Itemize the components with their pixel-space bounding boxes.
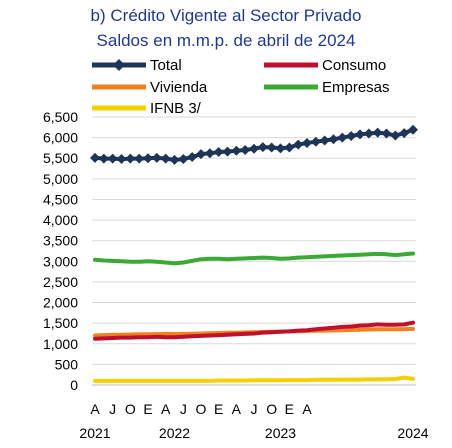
data-point-total (134, 153, 145, 164)
data-point-total (196, 149, 206, 160)
data-point-total (249, 143, 259, 154)
x-tick-label: O (125, 401, 136, 417)
data-point-total (408, 124, 418, 135)
y-tick-label: 5,500 (43, 150, 78, 166)
series-layer (90, 124, 418, 383)
legend-swatch-ifnb (92, 105, 146, 111)
legend-swatch-consumo (264, 62, 318, 68)
data-point-total (240, 144, 251, 155)
x-tick-label: E (143, 401, 152, 417)
data-point-total (257, 142, 268, 153)
year-label: 2022 (159, 425, 190, 441)
y-tick-label: 4,500 (43, 191, 78, 207)
data-point-total (222, 146, 233, 157)
year-label: 2024 (397, 425, 428, 441)
year-label: 2021 (79, 425, 110, 441)
chart-subtitle: Saldos en m.m.p. de abril de 2024 (96, 31, 356, 50)
legend-label-ifnb: IFNB 3/ (150, 99, 201, 117)
y-tick-label: 4,000 (43, 212, 78, 228)
legend-label-consumo: Consumo (322, 56, 387, 74)
series-line-consumo (93, 320, 415, 341)
data-point-total (231, 145, 242, 156)
y-tick-label: 6,000 (43, 130, 78, 146)
data-point-total (98, 153, 109, 164)
data-point-total (275, 143, 286, 154)
x-tick-label: O (266, 401, 277, 417)
data-point-total (116, 154, 127, 165)
data-point-total (213, 147, 224, 158)
data-point-total (125, 153, 136, 164)
data-point-total (160, 153, 171, 164)
axis-layer: 0 500 1,000 1,500 2,000 2,500 3,000 3,500 4,000 4… (43, 109, 429, 441)
data-point-total (293, 139, 304, 150)
y-tick-label: 5,000 (43, 171, 78, 187)
data-point-total (151, 152, 162, 163)
data-point-total (328, 134, 339, 145)
legend-item-total: Total (92, 56, 182, 74)
legend-item-ifnb: IFNB 3/ (92, 99, 201, 117)
legend-swatch-empresas (264, 84, 318, 90)
data-point-total (90, 152, 100, 163)
data-point-total (372, 127, 383, 138)
data-point-total (355, 129, 365, 140)
data-point-total (178, 154, 189, 165)
data-point-total (390, 130, 401, 141)
series-line-empresas (93, 251, 415, 266)
data-point-total (363, 128, 374, 139)
legend-swatch-total (92, 59, 146, 71)
data-point-total (399, 128, 410, 139)
x-tick-label: O (196, 401, 207, 417)
y-tick-label: 1,000 (43, 336, 78, 352)
data-point-total (319, 135, 330, 146)
y-tick-label: 500 (55, 356, 79, 372)
series-line-ifnb-3 (93, 375, 415, 383)
y-tick-label: 2,000 (43, 295, 78, 311)
chart-title: b) Crédito Vigente al Sector Privado (90, 6, 362, 25)
y-tick-label: 2,500 (43, 274, 78, 290)
legend-swatch-vivienda (92, 84, 146, 90)
data-point-total (337, 132, 348, 143)
data-point-total (284, 142, 295, 153)
data-point-total (143, 153, 153, 164)
y-tick-label: 3,500 (43, 233, 78, 249)
data-point-total (310, 136, 321, 147)
x-tick-label: A (302, 401, 312, 417)
data-point-total (169, 154, 180, 165)
data-point-total (346, 130, 357, 141)
data-point-total (302, 137, 312, 148)
data-point-total (381, 128, 392, 139)
y-tick-label: 6,500 (43, 109, 78, 125)
legend-item-consumo: Consumo (264, 56, 386, 74)
x-tick-label: E (285, 401, 294, 417)
y-tick-label: 0 (70, 377, 78, 393)
legend-item-empresas: Empresas (264, 78, 390, 96)
x-tick-label: A (232, 401, 242, 417)
x-tick-label: J (180, 401, 187, 417)
data-point-total (204, 148, 215, 159)
legend-item-vivienda: Vivienda (92, 78, 207, 96)
x-tick-label: A (161, 401, 171, 417)
y-tick-label: 1,500 (43, 315, 78, 331)
x-tick-label: A (90, 401, 100, 417)
y-tick-label: 3,000 (43, 253, 78, 269)
x-tick-label: E (214, 401, 223, 417)
year-label: 2023 (265, 425, 296, 441)
data-point-total (107, 153, 118, 164)
x-tick-label: J (251, 401, 258, 417)
legend-label-total: Total (150, 56, 182, 74)
x-tick-label: J (109, 401, 116, 417)
data-point-total (187, 151, 198, 162)
legend-label-vivienda: Vivienda (150, 78, 208, 96)
data-point-total (266, 142, 277, 153)
legend-label-empresas: Empresas (322, 78, 390, 96)
